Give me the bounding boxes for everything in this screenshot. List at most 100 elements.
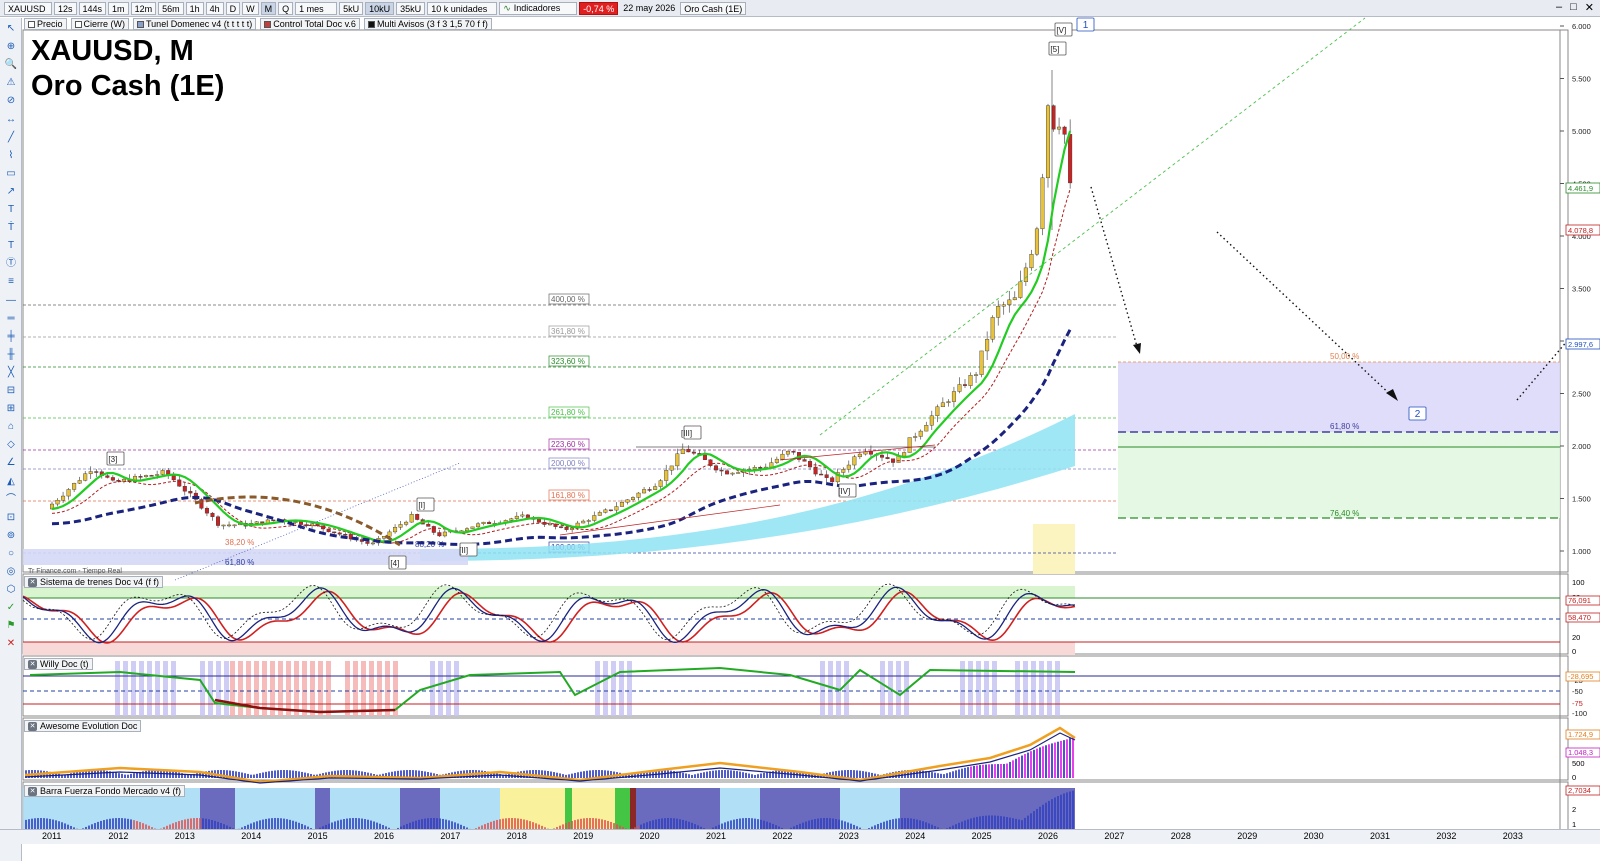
awesome-bar [112,771,114,778]
panel-label-trenes[interactable]: ✕ Sistema de trenes Doc v4 (f f) [24,576,164,588]
note-icon[interactable]: Ṫ [7,222,15,234]
hexagon-icon[interactable]: ⬡ [6,584,16,596]
legend-close[interactable]: Cierre (W) [70,18,130,30]
panel-label-willy[interactable]: ✕ Willy Doc (t) [24,658,93,670]
willy-stripe [200,661,205,716]
circle-icon[interactable]: ⊚ [6,529,16,541]
hline-icon[interactable]: ≡ [8,276,14,288]
units-dropdown[interactable]: 10 k unidades [427,1,498,15]
awesome-bar [667,770,669,778]
measure-icon[interactable]: ⊘ [6,95,16,107]
price-tick-label: 3.500 [1572,285,1591,294]
arrow-icon[interactable]: ↗ [6,185,16,197]
panel-label-awesome[interactable]: ✕ Awesome Evolution Doc [24,720,142,732]
timeframe-button-m[interactable]: M [260,1,277,15]
awesome-bar [922,770,924,778]
close-icon[interactable]: ✕ [28,721,37,731]
flag-icon[interactable]: ⚑ [6,620,16,632]
arc-icon[interactable]: ⌒ [6,493,16,505]
ray-icon[interactable]: — [6,294,16,306]
candle-body [564,526,569,530]
awesome-bar [307,773,309,778]
close-icon[interactable]: ✕ [28,659,37,669]
awesome-bar [997,764,999,778]
diamond-icon[interactable]: ◇ [7,439,15,451]
gann-icon[interactable]: ╳ [7,366,15,378]
awesome-bar [700,772,702,778]
willy-stripe [224,661,229,716]
trenes-red-line [22,590,1076,644]
fib-icon[interactable]: ╪ [7,330,15,342]
timeframe-button-144s[interactable]: 144s [78,1,107,15]
timeframe-button-w[interactable]: W [242,1,259,15]
check-icon[interactable]: ✓ [6,602,16,614]
symbol-selector[interactable]: XAUUSD [4,1,52,15]
timeframe-button-4h[interactable]: 4h [205,1,224,15]
legend-control-total[interactable]: Control Total Doc v.6 [260,18,360,30]
rectangle-icon[interactable]: ▭ [6,167,16,179]
grid-icon[interactable]: ⊞ [6,403,16,415]
candle-body [963,384,968,386]
minimize-icon[interactable]: – [1556,1,1563,13]
awesome-bar [841,770,843,778]
timeframe-button-1m[interactable]: 1m [108,1,129,15]
unit-button-10ku[interactable]: 10kU [365,1,395,15]
candle-body [880,454,885,458]
callout-icon[interactable]: Ⓣ [6,258,16,270]
time-axis[interactable]: 2011 2012 2013 2014 2015 2016 2017 2018 2019 2020… [0,829,1600,844]
close-icon[interactable]: ✕ [28,577,37,587]
box-icon[interactable]: ⊟ [6,385,16,396]
awesome-bar [1018,757,1020,778]
fib-ext-icon[interactable]: ╫ [7,348,15,360]
awesome-bar [925,771,927,778]
range-icon[interactable]: ↔ [6,113,16,125]
timeframe-button-1h[interactable]: 1h [185,1,204,15]
ellipse-icon[interactable]: ○ [7,547,15,559]
candle-body [619,502,624,507]
price-tag-box [1565,182,1600,194]
delete-icon[interactable]: ✕ [6,638,16,650]
awesome-bar [766,772,768,778]
channel-icon[interactable]: ═ [7,312,15,324]
frame-icon[interactable]: ⊡ [6,511,16,523]
alert-icon[interactable]: ⚠ [6,77,16,89]
timeframe-button-56m[interactable]: 56m [158,1,184,15]
text-icon[interactable]: T [7,204,15,215]
angle-icon[interactable]: ∠ [6,457,16,469]
pitchfork-icon[interactable]: ⌂ [7,421,15,433]
target-icon[interactable]: ◎ [6,566,16,577]
maximize-icon[interactable]: □ [1570,1,1577,13]
legend-tunel[interactable]: Tunel Domenec v4 (t t t t t) [133,18,257,30]
timeframe-button-q[interactable]: Q [278,1,294,15]
wave-icon[interactable]: ⌇ [8,149,14,161]
timeframe-button-12s[interactable]: 12s [54,1,77,15]
legend-multi-avisos[interactable]: Multi Avisos (3 f 3 1,5 70 f f) [363,18,492,30]
barra-bar [976,816,978,840]
pointer-icon[interactable]: ↖ [6,23,16,34]
year-label: 2021 [706,831,727,841]
timeframe-button-d[interactable]: D [225,1,241,15]
crosshair-icon[interactable]: ⊕ [6,41,16,53]
triangle-icon[interactable]: ◭ [7,475,15,487]
line-icon[interactable]: ╱ [7,131,15,143]
awesome-bar [484,770,486,778]
awesome-bar [778,770,780,778]
legend-price[interactable]: Precio [24,18,67,30]
panel-label-barra[interactable]: ✕ Barra Fuerza Fondo Mercado v4 (f) [24,785,186,797]
period-dropdown[interactable]: 1 mes [295,1,338,15]
willy-stripe [595,661,600,716]
awesome-bar [286,770,288,778]
awesome-bar [1000,764,1002,778]
unit-button-35ku[interactable]: 35kU [396,1,426,15]
close-icon[interactable]: ✕ [28,786,37,796]
label-icon[interactable]: T [7,240,15,252]
unit-button-5ku[interactable]: 5kU [339,1,364,15]
candle-body [476,523,481,528]
awesome-tag-box [1565,729,1600,740]
zoom-icon[interactable]: 🔍 [4,59,18,71]
close-icon[interactable]: ✕ [1584,2,1594,14]
candle-body [647,489,652,491]
indicators-button[interactable]: ∿ Indicadores [499,1,578,15]
timeframe-button-12m[interactable]: 12m [130,1,157,15]
